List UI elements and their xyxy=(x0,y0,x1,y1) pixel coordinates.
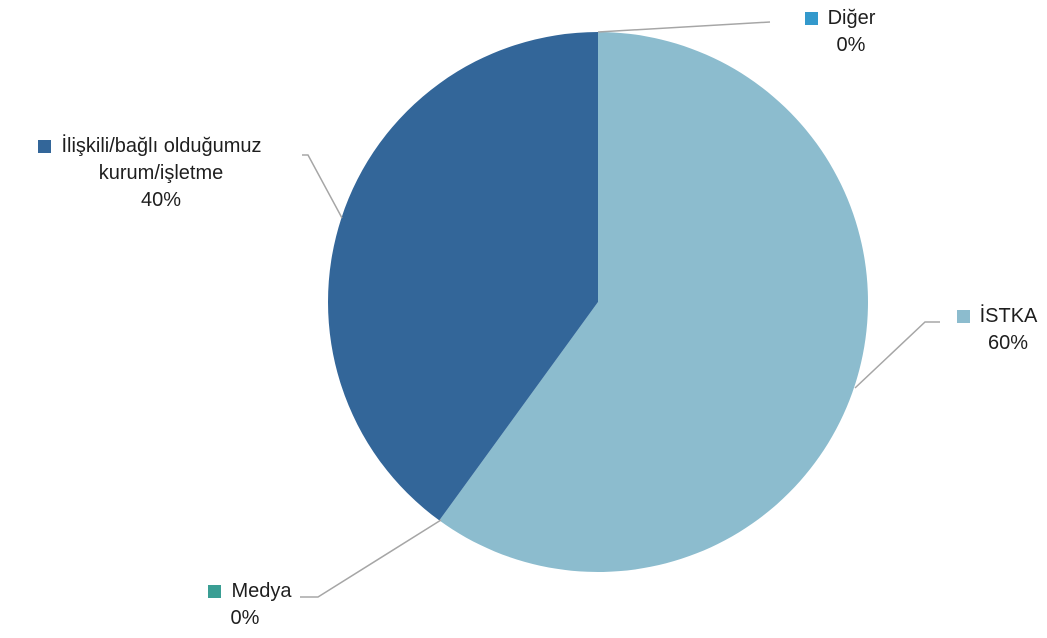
leader-line-1 xyxy=(302,154,343,219)
leader-lines xyxy=(300,21,940,598)
pie-slice-0 xyxy=(439,32,869,572)
label-iliskili-line2: kurum/işletme xyxy=(98,162,224,184)
label-medya-name: Medya xyxy=(231,580,292,602)
label-medya: Medya 0% xyxy=(180,578,320,632)
label-iliskili: İlişkili/bağlı olduğumuz kurum/işletme 4… xyxy=(0,133,300,214)
leader-line-0 xyxy=(597,21,771,33)
pie-slices xyxy=(328,31,869,572)
swatch-medya xyxy=(208,585,222,598)
label-istka: İSTKA 60% xyxy=(942,303,1047,357)
label-iliskili-pct: 40% xyxy=(140,189,182,211)
leader-line-3 xyxy=(300,519,442,598)
label-diger: Diğer 0% xyxy=(760,5,920,59)
label-diger-name: Diğer xyxy=(827,7,876,29)
pie-slice-2 xyxy=(328,31,598,521)
label-istka-pct: 60% xyxy=(987,332,1029,354)
swatch-iliskili xyxy=(38,140,52,153)
leader-line-2 xyxy=(854,321,940,389)
label-iliskili-line1: İlişkili/bağlı olduğumuz xyxy=(61,135,262,157)
swatch-diger xyxy=(804,12,818,25)
label-diger-pct: 0% xyxy=(836,34,866,56)
swatch-istka xyxy=(956,310,970,323)
label-istka-name: İSTKA xyxy=(979,305,1038,327)
label-medya-pct: 0% xyxy=(230,607,260,629)
